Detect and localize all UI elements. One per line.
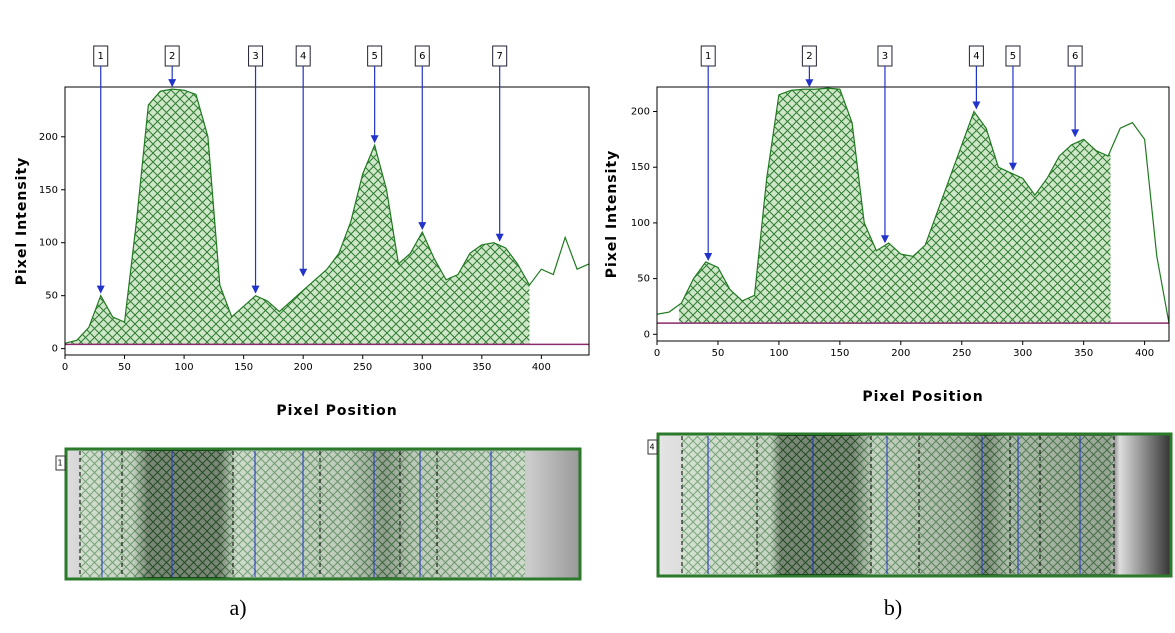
arrow-head xyxy=(418,222,427,231)
x-tick-label: 0 xyxy=(62,362,68,373)
x-tick-label: 50 xyxy=(118,362,131,373)
arrow-head xyxy=(704,253,713,262)
arrow-head xyxy=(370,135,379,144)
arrow-head xyxy=(1008,162,1017,171)
x-tick-label: 150 xyxy=(234,362,253,373)
x-tick-label: 0 xyxy=(654,348,660,359)
annotation-label: 2 xyxy=(806,51,812,62)
annotation-label: 2 xyxy=(169,51,175,62)
x-tick-label: 200 xyxy=(891,348,910,359)
y-axis-label: Pixel Intensity xyxy=(14,157,30,286)
annotation-label: 3 xyxy=(252,51,258,62)
x-tick-label: 350 xyxy=(472,362,491,373)
annotation-label: 1 xyxy=(705,51,711,62)
x-tick-label: 200 xyxy=(294,362,313,373)
x-tick-label: 100 xyxy=(769,348,788,359)
annotation-label: 5 xyxy=(1010,51,1016,62)
x-tick-label: 400 xyxy=(1135,348,1154,359)
arrow-head xyxy=(251,285,260,294)
plot-frame xyxy=(656,86,1170,342)
x-tick-label: 150 xyxy=(830,348,849,359)
profile-line xyxy=(64,88,590,344)
annotation-label: 6 xyxy=(1072,51,1078,62)
y-tick-label: 50 xyxy=(637,274,650,285)
arrow-head xyxy=(495,233,504,242)
caption: b) xyxy=(884,595,902,620)
x-tick-label: 100 xyxy=(175,362,194,373)
caption: a) xyxy=(229,595,246,620)
arrow-head xyxy=(96,285,105,294)
y-tick-label: 150 xyxy=(631,162,650,173)
gel-lane-a xyxy=(64,447,582,581)
y-axis-label: Pixel Intensity xyxy=(604,150,620,279)
lane-label-box xyxy=(55,455,66,471)
arrow-head xyxy=(1071,129,1080,138)
x-tick-label: 350 xyxy=(1074,348,1093,359)
y-tick-label: 0 xyxy=(52,344,58,355)
y-tick-label: 200 xyxy=(631,107,650,118)
y-tick-label: 150 xyxy=(39,185,58,196)
y-tick-label: 100 xyxy=(631,218,650,229)
annotation-label: 7 xyxy=(496,51,502,62)
arrow-head xyxy=(299,268,308,277)
x-tick-label: 400 xyxy=(532,362,551,373)
lane-label: 4 xyxy=(649,443,654,452)
annotation-label: 5 xyxy=(371,51,377,62)
gel-lane-b xyxy=(656,432,1173,578)
x-axis-label: Pixel Position xyxy=(276,403,397,419)
x-axis-label: Pixel Position xyxy=(862,389,983,405)
arrow-head xyxy=(880,235,889,244)
shaded-area xyxy=(70,89,530,345)
y-tick-label: 50 xyxy=(45,291,58,302)
annotation-label: 1 xyxy=(98,51,104,62)
x-tick-label: 300 xyxy=(413,362,432,373)
lane-label-box xyxy=(647,439,658,455)
y-tick-label: 200 xyxy=(39,132,58,143)
annotation-label: 3 xyxy=(882,51,888,62)
arrow-head xyxy=(972,101,981,110)
arrow-head xyxy=(805,79,814,88)
annotation-label: 4 xyxy=(973,51,979,62)
annotation-label: 4 xyxy=(300,51,306,62)
x-tick-label: 250 xyxy=(952,348,971,359)
x-tick-label: 300 xyxy=(1013,348,1032,359)
plot-frame xyxy=(64,86,590,356)
y-tick-label: 0 xyxy=(644,329,650,340)
profile-line xyxy=(656,87,1170,324)
arrow-head xyxy=(168,79,177,88)
lane-label: 1 xyxy=(57,459,62,468)
y-tick-label: 100 xyxy=(39,238,58,249)
shaded-area xyxy=(678,88,1111,324)
x-tick-label: 250 xyxy=(353,362,372,373)
x-tick-label: 50 xyxy=(712,348,725,359)
annotation-label: 6 xyxy=(419,51,425,62)
